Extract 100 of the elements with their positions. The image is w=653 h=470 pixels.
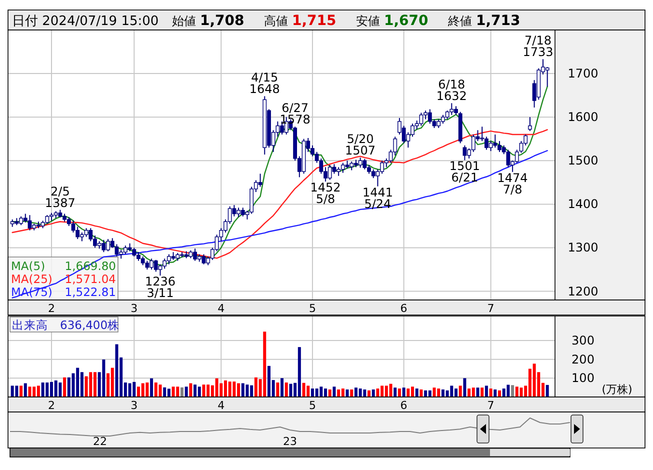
bar xyxy=(341,388,344,397)
x-tick-label: 4 xyxy=(218,399,225,412)
bar xyxy=(363,389,366,397)
y-tick-label: 1300 xyxy=(568,240,598,255)
bar xyxy=(494,389,497,397)
bar xyxy=(28,386,32,397)
bar xyxy=(89,372,92,397)
bar xyxy=(128,383,132,397)
chart-title: 出来高 636,400株 xyxy=(12,318,120,332)
bar xyxy=(198,386,201,397)
y-tick-label: 1200 xyxy=(568,284,598,298)
text: 1,670 xyxy=(384,13,429,29)
bar xyxy=(263,332,266,397)
bar xyxy=(398,388,401,397)
bar xyxy=(328,389,332,397)
bar xyxy=(420,389,423,397)
bar xyxy=(150,378,154,397)
bar xyxy=(176,386,180,397)
candlestick xyxy=(471,134,476,152)
y-tick-label: 300 xyxy=(572,333,594,348)
candlestick xyxy=(162,258,167,270)
bar xyxy=(302,382,306,397)
bar xyxy=(93,372,96,397)
y-tick-label: 1500 xyxy=(568,154,598,168)
candlestick xyxy=(419,112,424,126)
candlestick xyxy=(358,157,362,168)
bar xyxy=(472,388,475,397)
candlestick xyxy=(380,160,384,174)
bar xyxy=(480,388,484,397)
bar xyxy=(24,383,27,397)
x-tick-label: 2 xyxy=(48,399,55,412)
text: 高値 xyxy=(264,14,288,28)
x-tick-label: 22 xyxy=(93,435,107,448)
bar xyxy=(337,389,340,397)
bar xyxy=(232,382,236,397)
text: 1,715 xyxy=(292,13,336,29)
y-tick-label: 1700 xyxy=(568,66,598,81)
bar xyxy=(498,390,501,397)
annotation: 1501 6/21 xyxy=(449,159,480,185)
bar xyxy=(158,384,162,397)
annotation: 4/15 1648 xyxy=(249,70,280,96)
y-tick-label: 200 xyxy=(572,352,594,366)
x-tick-label: 2 xyxy=(48,302,55,315)
x-tick-label: 23 xyxy=(283,435,297,448)
bar xyxy=(450,386,454,397)
candlestick xyxy=(76,226,80,240)
candlestick xyxy=(158,264,162,276)
bar xyxy=(406,388,410,397)
bar xyxy=(424,390,428,397)
bar xyxy=(350,389,354,397)
bar xyxy=(46,382,49,397)
candlestick xyxy=(506,149,510,168)
candlestick xyxy=(362,158,367,170)
text: 1,708 xyxy=(200,13,244,29)
bar xyxy=(320,386,323,397)
candlestick xyxy=(545,66,550,88)
bar xyxy=(484,386,488,397)
bar xyxy=(298,347,301,397)
bar xyxy=(84,376,88,397)
bar xyxy=(489,388,492,397)
candlestick xyxy=(332,164,336,174)
bar xyxy=(246,384,249,397)
bar xyxy=(163,387,166,397)
chart-title: 日付 2024/07/19 15:00 xyxy=(12,14,159,29)
bar xyxy=(415,388,418,397)
text: 終値 xyxy=(447,14,472,28)
bar xyxy=(315,388,318,397)
bar xyxy=(437,388,440,397)
bar xyxy=(215,378,218,397)
candlestick xyxy=(328,164,332,180)
text: 1,713 xyxy=(476,13,520,29)
candlestick xyxy=(154,259,158,272)
bar xyxy=(280,378,284,397)
x-tick-label: 5 xyxy=(308,302,316,315)
bar xyxy=(41,382,44,397)
candlestick xyxy=(202,254,206,265)
bar xyxy=(389,384,392,397)
x-tick-label: 3 xyxy=(130,302,138,315)
bar xyxy=(289,384,292,397)
bar xyxy=(80,372,84,397)
bar xyxy=(468,388,471,397)
bar xyxy=(284,382,288,397)
bar xyxy=(476,388,480,397)
bar xyxy=(189,383,192,397)
candlestick xyxy=(428,108,432,124)
bar xyxy=(184,386,188,397)
bar xyxy=(306,386,310,397)
bar xyxy=(432,388,436,397)
x-tick-label: 5 xyxy=(308,399,316,412)
x-tick-label: 6 xyxy=(400,399,408,412)
annotation: 7/18 1733 xyxy=(522,34,554,60)
bar xyxy=(376,388,380,397)
x-tick-label: 3 xyxy=(130,399,138,412)
bar xyxy=(520,388,523,397)
bar xyxy=(241,383,244,397)
bar xyxy=(402,388,406,397)
bar xyxy=(115,344,118,397)
y-tick-label: 1600 xyxy=(568,110,598,124)
bar xyxy=(63,377,66,397)
candlestick xyxy=(462,144,467,161)
